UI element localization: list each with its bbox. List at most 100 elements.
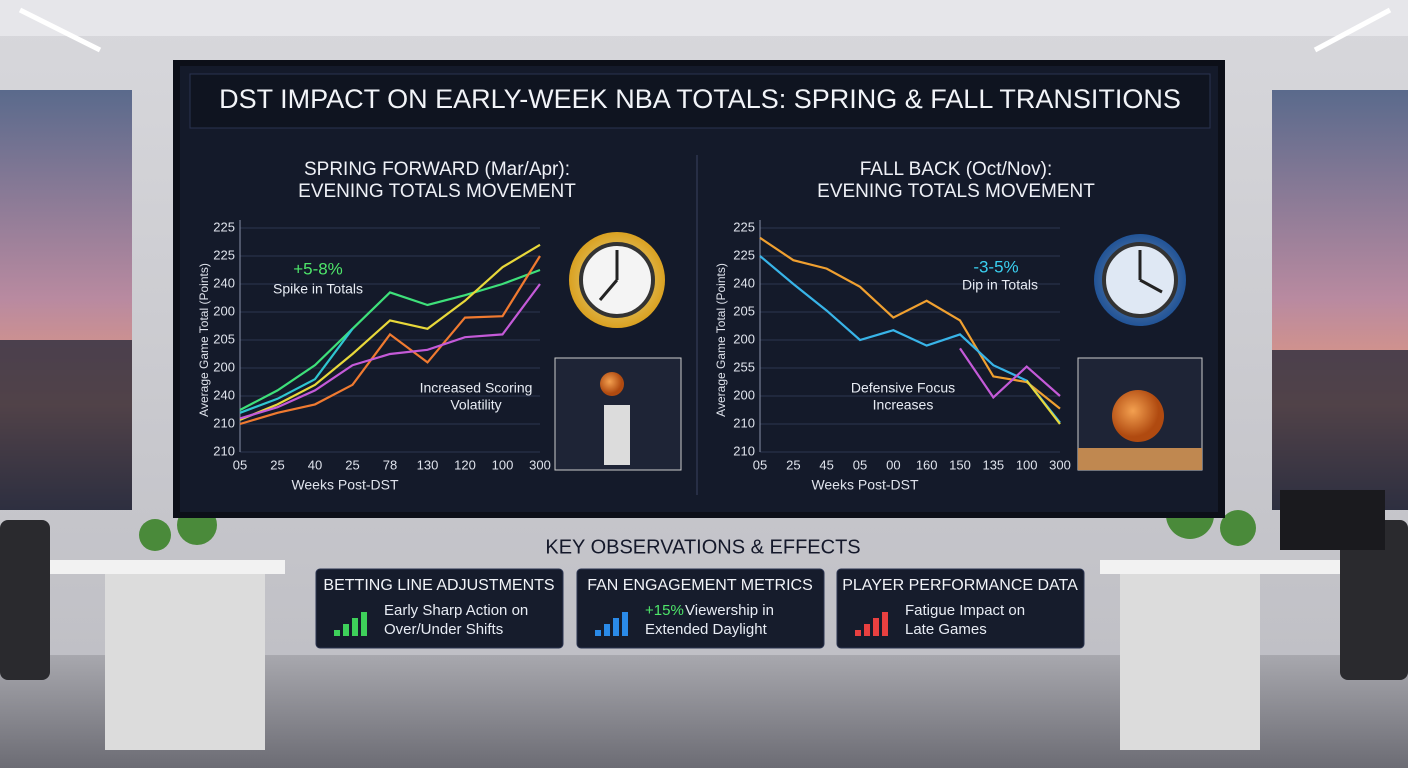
y-tick-label: 240 xyxy=(213,275,235,290)
icon-bar xyxy=(334,630,340,636)
drawers xyxy=(105,574,265,750)
y-tick-label: 225 xyxy=(733,219,755,234)
annotation: Defensive Focus xyxy=(851,380,955,396)
chair xyxy=(0,520,50,680)
photo xyxy=(554,357,682,471)
y-tick-label: 240 xyxy=(213,387,235,402)
city xyxy=(1272,350,1408,510)
y-tick-label: 200 xyxy=(213,303,235,318)
x-tick-label: 05 xyxy=(753,457,767,472)
annotation: -3-5% xyxy=(973,257,1018,276)
chart-title: EVENING TOTALS MOVEMENT xyxy=(817,181,1095,202)
card xyxy=(315,568,564,649)
x-tick-label: 25 xyxy=(270,457,284,472)
annotation: Increased Scoring xyxy=(420,380,533,396)
chart-title: FALL BACK (Oct/Nov): xyxy=(860,159,1053,180)
monitor xyxy=(1280,490,1385,550)
ceiling-light xyxy=(18,7,102,53)
x-tick-label: 135 xyxy=(982,457,1004,472)
card-text: Fatigue Impact on xyxy=(905,602,1025,619)
x-tick-label: 300 xyxy=(529,457,551,472)
y-tick-label: 225 xyxy=(213,219,235,234)
photo xyxy=(1077,357,1203,471)
y-tick-label: 210 xyxy=(733,415,755,430)
y-axis-label: Average Game Total (Points) xyxy=(197,263,211,417)
city xyxy=(0,340,132,510)
x-tick-label: 160 xyxy=(916,457,938,472)
ceiling-light xyxy=(1313,7,1392,53)
card-title: PLAYER PERFORMANCE DATA xyxy=(842,577,1078,594)
x-tick-label: 25 xyxy=(345,457,359,472)
x-tick-label: 130 xyxy=(417,457,439,472)
x-tick-label: 45 xyxy=(819,457,833,472)
x-tick-label: 120 xyxy=(454,457,476,472)
card-text: Over/Under Shifts xyxy=(384,621,503,638)
annotation: Dip in Totals xyxy=(962,277,1038,293)
annotation: Volatility xyxy=(450,397,501,413)
series-line xyxy=(239,283,541,420)
icon-bar xyxy=(882,612,888,636)
card-text: Viewership in xyxy=(685,602,774,619)
annotation: Spike in Totals xyxy=(273,281,363,297)
x-tick-label: 78 xyxy=(383,457,397,472)
icon-bar xyxy=(361,612,367,636)
chart-title: EVENING TOTALS MOVEMENT xyxy=(298,181,576,202)
card-highlight: +15% xyxy=(645,602,684,619)
y-tick-label: 210 xyxy=(213,415,235,430)
x-axis-label: Weeks Post-DST xyxy=(811,477,919,493)
series-line xyxy=(1025,379,1061,425)
y-tick-label: 240 xyxy=(733,275,755,290)
card-title: FAN ENGAGEMENT METRICS xyxy=(587,577,813,594)
y-tick-label: 200 xyxy=(213,359,235,374)
series-line xyxy=(239,243,541,421)
chair xyxy=(1340,520,1408,680)
card-text: Extended Daylight xyxy=(645,621,768,638)
x-tick-label: 25 xyxy=(786,457,800,472)
icon-bar xyxy=(873,618,879,636)
y-tick-label: 225 xyxy=(213,247,235,262)
series-line xyxy=(239,255,541,426)
observations-title: KEY OBSERVATIONS & EFFECTS xyxy=(545,536,860,558)
icon-bar xyxy=(855,630,861,636)
y-tick-label: 200 xyxy=(733,331,755,346)
moon-clock xyxy=(1094,234,1186,326)
y-tick-label: 255 xyxy=(733,359,755,374)
series-line xyxy=(239,328,354,414)
desk xyxy=(40,560,285,574)
card-title: BETTING LINE ADJUSTMENTS xyxy=(323,577,554,594)
sun-clock xyxy=(569,232,665,328)
annotation: +5-8% xyxy=(293,259,343,278)
x-tick-label: 100 xyxy=(492,457,514,472)
screen xyxy=(180,66,1218,512)
title-bar xyxy=(189,73,1211,129)
x-tick-label: 100 xyxy=(1016,457,1038,472)
plant xyxy=(1220,510,1256,546)
icon-bar xyxy=(352,618,358,636)
x-tick-label: 150 xyxy=(949,457,971,472)
x-tick-label: 05 xyxy=(233,457,247,472)
page-title: DST IMPACT ON EARLY-WEEK NBA TOTALS: SPR… xyxy=(219,84,1181,114)
card-text: Late Games xyxy=(905,621,987,638)
series-line xyxy=(959,347,1061,400)
card xyxy=(576,568,825,649)
x-axis-label: Weeks Post-DST xyxy=(291,477,399,493)
y-tick-label: 205 xyxy=(733,303,755,318)
card xyxy=(836,568,1085,649)
y-tick-label: 205 xyxy=(213,331,235,346)
icon-bar xyxy=(622,612,628,636)
chart-title: SPRING FORWARD (Mar/Apr): xyxy=(304,159,570,180)
y-tick-label: 200 xyxy=(733,387,755,402)
icon-bar xyxy=(864,624,870,636)
y-axis-label: Average Game Total (Points) xyxy=(714,263,728,417)
icon-bar xyxy=(613,618,619,636)
series-line xyxy=(759,236,1061,410)
y-tick-label: 225 xyxy=(733,247,755,262)
series-line xyxy=(239,268,541,411)
x-tick-label: 05 xyxy=(853,457,867,472)
plant xyxy=(139,519,171,551)
card-text: Early Sharp Action on xyxy=(384,602,528,619)
x-tick-label: 00 xyxy=(886,457,900,472)
icon-bar xyxy=(604,624,610,636)
